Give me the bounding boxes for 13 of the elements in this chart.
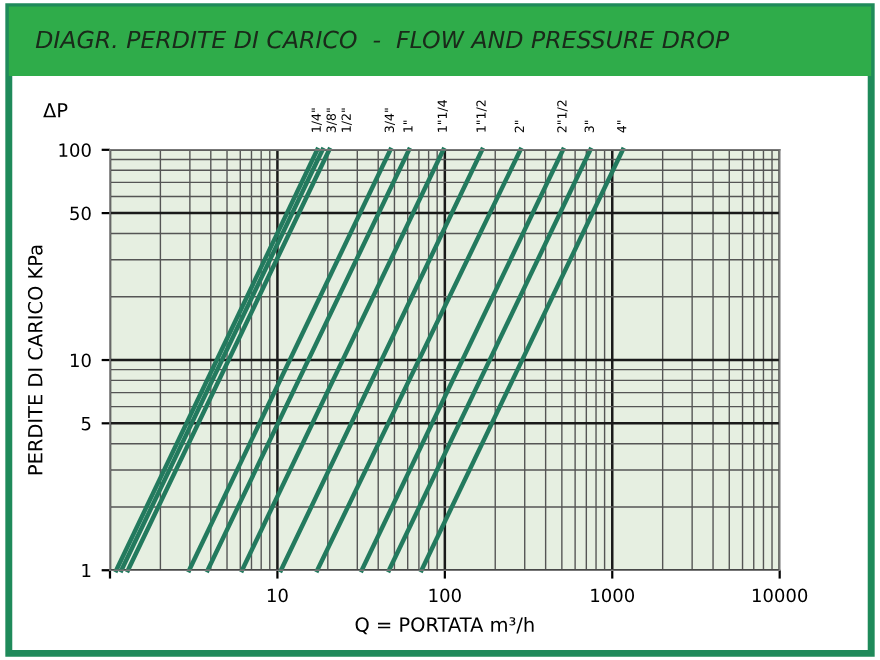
x-tick-label: 10000	[752, 588, 808, 603]
y-tick-label: 50	[70, 206, 91, 221]
x-tick-label: 10	[267, 588, 288, 603]
y-axis-title: PERDITE DI CARICO KPa	[27, 245, 43, 475]
x-tick-label: 1000	[591, 588, 635, 603]
x-tick-label: 100	[429, 588, 461, 603]
y-tick-label: 1	[82, 563, 91, 578]
y-tick-label: 100	[59, 143, 91, 157]
text: ΔP	[43, 103, 68, 118]
y-tick-label: 10	[70, 353, 91, 368]
chart-title: DIAGR. PERDITE DI CARICO - FLOW AND PRESSURE DROP	[35, 30, 730, 49]
x-axis-title: Q = PORTATA m³/h	[355, 616, 534, 635]
y-tick-label: 5	[81, 417, 91, 431]
